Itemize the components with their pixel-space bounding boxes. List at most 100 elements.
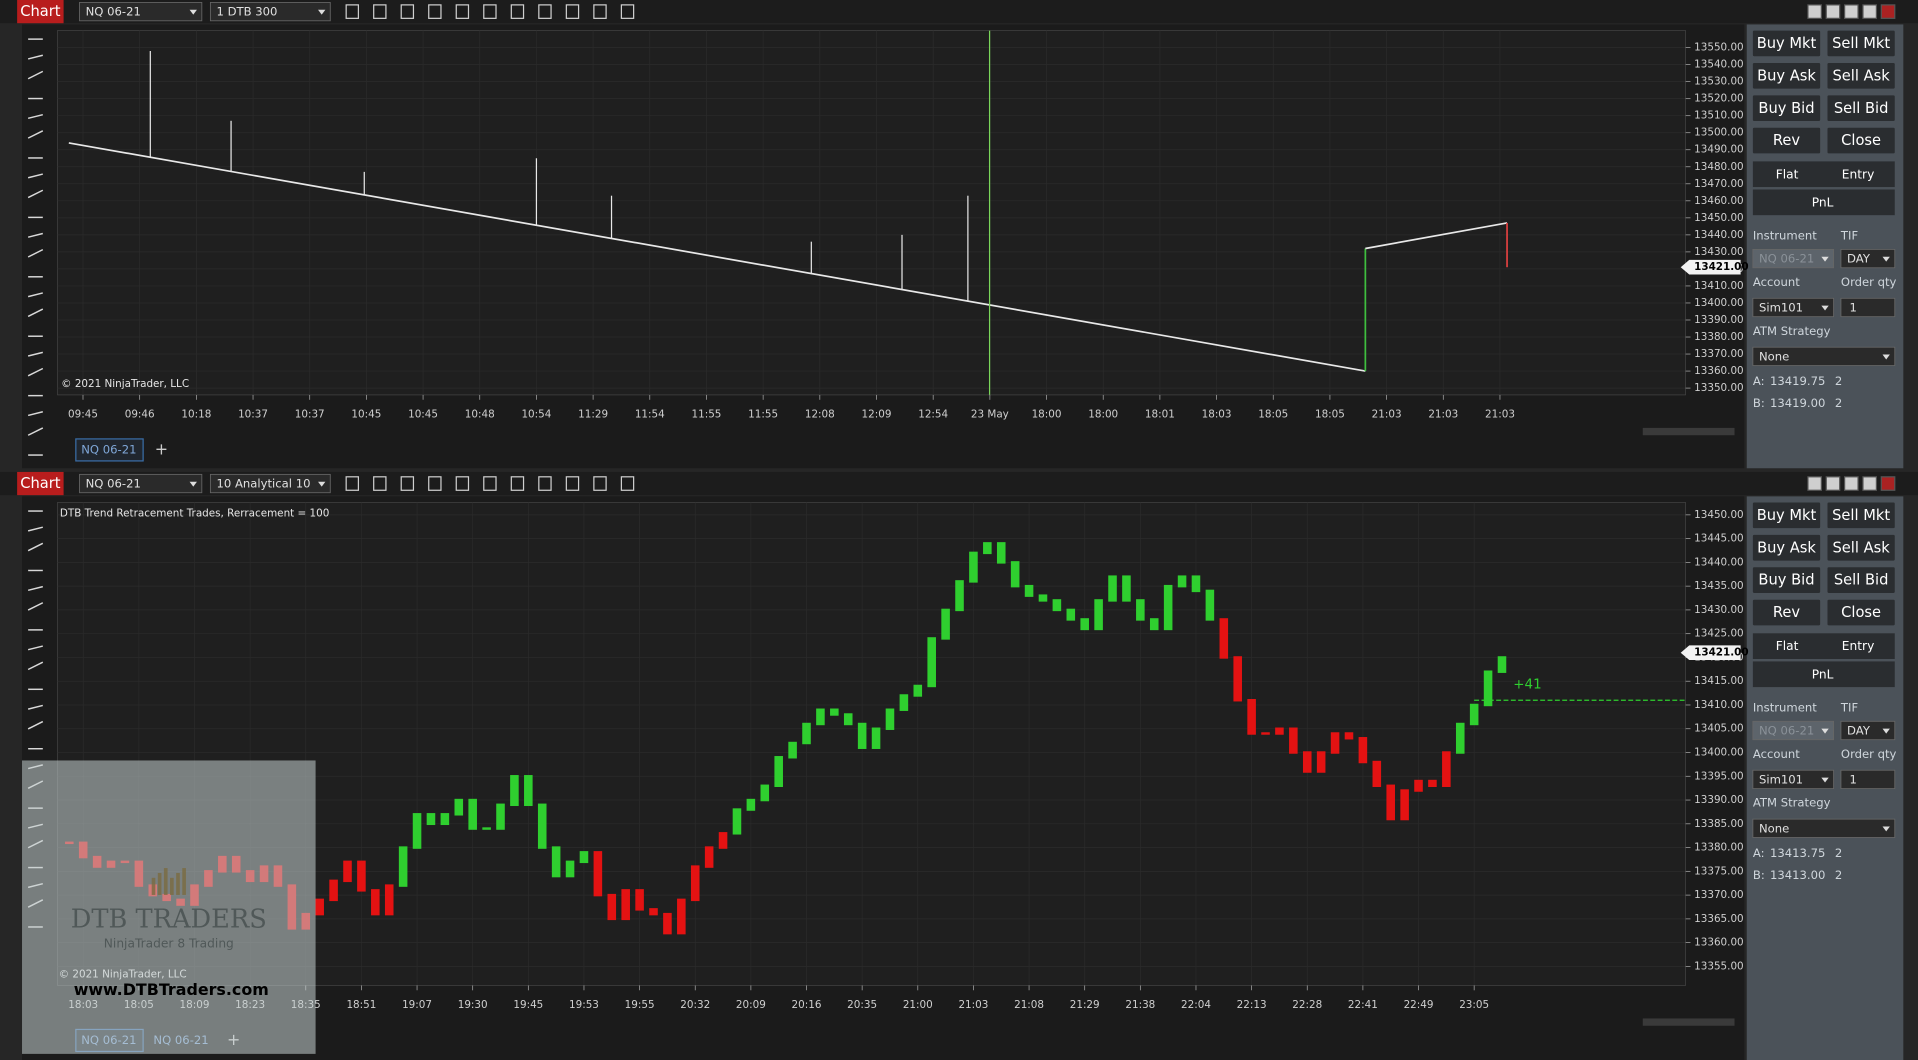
toolbar-icon[interactable] bbox=[455, 476, 470, 491]
toolbar-icon[interactable] bbox=[593, 476, 607, 491]
window-control[interactable] bbox=[1880, 476, 1896, 491]
dropdown[interactable] bbox=[1840, 720, 1896, 741]
order-button[interactable] bbox=[1827, 599, 1895, 626]
drawing-tool[interactable] bbox=[27, 585, 43, 591]
renko-brick bbox=[899, 694, 909, 711]
toolbar-icon[interactable] bbox=[565, 476, 580, 491]
order-button[interactable] bbox=[1752, 502, 1821, 529]
drawing-tool[interactable] bbox=[27, 292, 43, 298]
toolbar-icon[interactable] bbox=[510, 4, 525, 19]
toolbar-icon[interactable] bbox=[345, 4, 360, 19]
toolbar-icon[interactable] bbox=[373, 4, 387, 19]
dropdown-arrow bbox=[189, 9, 197, 15]
drawing-tool[interactable] bbox=[27, 232, 43, 238]
window-control[interactable] bbox=[1862, 476, 1878, 491]
chart-tab[interactable] bbox=[17, 0, 64, 24]
order-button[interactable] bbox=[1827, 534, 1895, 561]
window-control[interactable] bbox=[1880, 4, 1896, 19]
toolbar-icon[interactable] bbox=[483, 476, 497, 491]
toolbar-icon[interactable] bbox=[538, 4, 552, 19]
tif-label: TIF bbox=[1840, 228, 1858, 242]
toolbar-icon[interactable] bbox=[373, 476, 387, 491]
dropdown[interactable] bbox=[1752, 720, 1835, 741]
dropdown[interactable] bbox=[1752, 769, 1835, 790]
order-button[interactable] bbox=[1827, 127, 1895, 154]
renko-brick bbox=[1469, 703, 1479, 726]
toolbar-icon[interactable] bbox=[400, 4, 415, 19]
order-button[interactable] bbox=[1752, 30, 1821, 57]
toolbar-icon[interactable] bbox=[538, 476, 552, 491]
drawing-tool[interactable] bbox=[27, 661, 44, 671]
drawing-tool[interactable] bbox=[27, 427, 44, 436]
drawing-tool[interactable] bbox=[27, 70, 44, 80]
drawing-tool[interactable] bbox=[27, 645, 43, 651]
toolbar-icon[interactable] bbox=[455, 4, 470, 19]
drawing-tool[interactable] bbox=[27, 249, 44, 258]
toolbar-icon[interactable] bbox=[593, 4, 607, 19]
drawing-tool[interactable] bbox=[27, 54, 43, 60]
toolbar-icon[interactable] bbox=[510, 476, 525, 491]
drawing-tool[interactable] bbox=[27, 351, 43, 357]
dropdown[interactable] bbox=[209, 2, 331, 22]
x-tick-label: 19:07 bbox=[402, 999, 432, 1011]
drawing-tool[interactable] bbox=[27, 130, 44, 139]
toolbar-icon[interactable] bbox=[400, 476, 415, 491]
order-button[interactable] bbox=[1752, 534, 1821, 561]
y-tick-label: 13375.00 bbox=[1694, 865, 1744, 877]
window-control[interactable] bbox=[1825, 4, 1841, 19]
renko-brick bbox=[551, 846, 561, 878]
order-button[interactable] bbox=[1752, 127, 1821, 154]
order-button[interactable] bbox=[1827, 62, 1895, 89]
dropdown[interactable] bbox=[1752, 248, 1835, 269]
order-button[interactable] bbox=[1827, 95, 1895, 122]
chart-tab[interactable] bbox=[17, 471, 64, 496]
drawing-tool[interactable] bbox=[27, 526, 43, 532]
dropdown[interactable] bbox=[79, 2, 203, 22]
order-button[interactable] bbox=[1752, 567, 1821, 593]
window-control[interactable] bbox=[1843, 4, 1859, 19]
toolbar-icon[interactable] bbox=[483, 4, 497, 19]
window-control[interactable] bbox=[1807, 4, 1822, 19]
window-control[interactable] bbox=[1807, 476, 1822, 491]
drawing-tool[interactable] bbox=[27, 367, 44, 377]
scrollbar[interactable] bbox=[1642, 1018, 1735, 1026]
renko-brick bbox=[1414, 779, 1423, 792]
drawing-tool[interactable] bbox=[27, 173, 43, 179]
window-control[interactable] bbox=[1825, 476, 1841, 491]
drawing-tool[interactable] bbox=[27, 704, 43, 710]
toolbar-icon[interactable] bbox=[428, 4, 442, 19]
renko-brick bbox=[579, 851, 589, 864]
drawing-tool[interactable] bbox=[27, 542, 44, 552]
dropdown[interactable] bbox=[1752, 818, 1896, 838]
renko-brick bbox=[843, 713, 853, 726]
toolbar-icon[interactable] bbox=[620, 476, 635, 491]
drawing-tool[interactable] bbox=[27, 113, 43, 120]
scrollbar[interactable] bbox=[1642, 427, 1735, 436]
toolbar-icon[interactable] bbox=[620, 4, 635, 19]
window-control[interactable] bbox=[1843, 476, 1859, 491]
dropdown[interactable] bbox=[209, 473, 331, 494]
order-button[interactable] bbox=[1827, 567, 1895, 593]
qty-input[interactable] bbox=[1840, 769, 1896, 790]
qty-input[interactable] bbox=[1840, 297, 1896, 318]
dropdown[interactable] bbox=[1840, 248, 1896, 269]
toolbar-icon[interactable] bbox=[428, 476, 442, 491]
drawing-tool[interactable] bbox=[27, 411, 43, 417]
toolbar-icon[interactable] bbox=[345, 476, 360, 491]
order-button[interactable] bbox=[1752, 95, 1821, 122]
order-button[interactable] bbox=[1827, 502, 1895, 529]
dropdown[interactable] bbox=[1752, 297, 1835, 318]
order-button[interactable] bbox=[1752, 599, 1821, 626]
bid-price: 13419.00 bbox=[1770, 396, 1825, 410]
order-button[interactable] bbox=[1827, 30, 1895, 57]
toolbar-icon[interactable] bbox=[565, 4, 580, 19]
window-control[interactable] bbox=[1862, 4, 1878, 19]
drawing-tool[interactable] bbox=[27, 602, 44, 611]
instrument-tab[interactable] bbox=[75, 438, 144, 462]
dropdown[interactable] bbox=[1752, 346, 1896, 366]
dropdown[interactable] bbox=[79, 473, 203, 494]
drawing-tool[interactable] bbox=[27, 720, 44, 730]
drawing-tool[interactable] bbox=[27, 308, 44, 318]
order-button[interactable] bbox=[1752, 62, 1821, 89]
drawing-tool[interactable] bbox=[27, 189, 44, 199]
